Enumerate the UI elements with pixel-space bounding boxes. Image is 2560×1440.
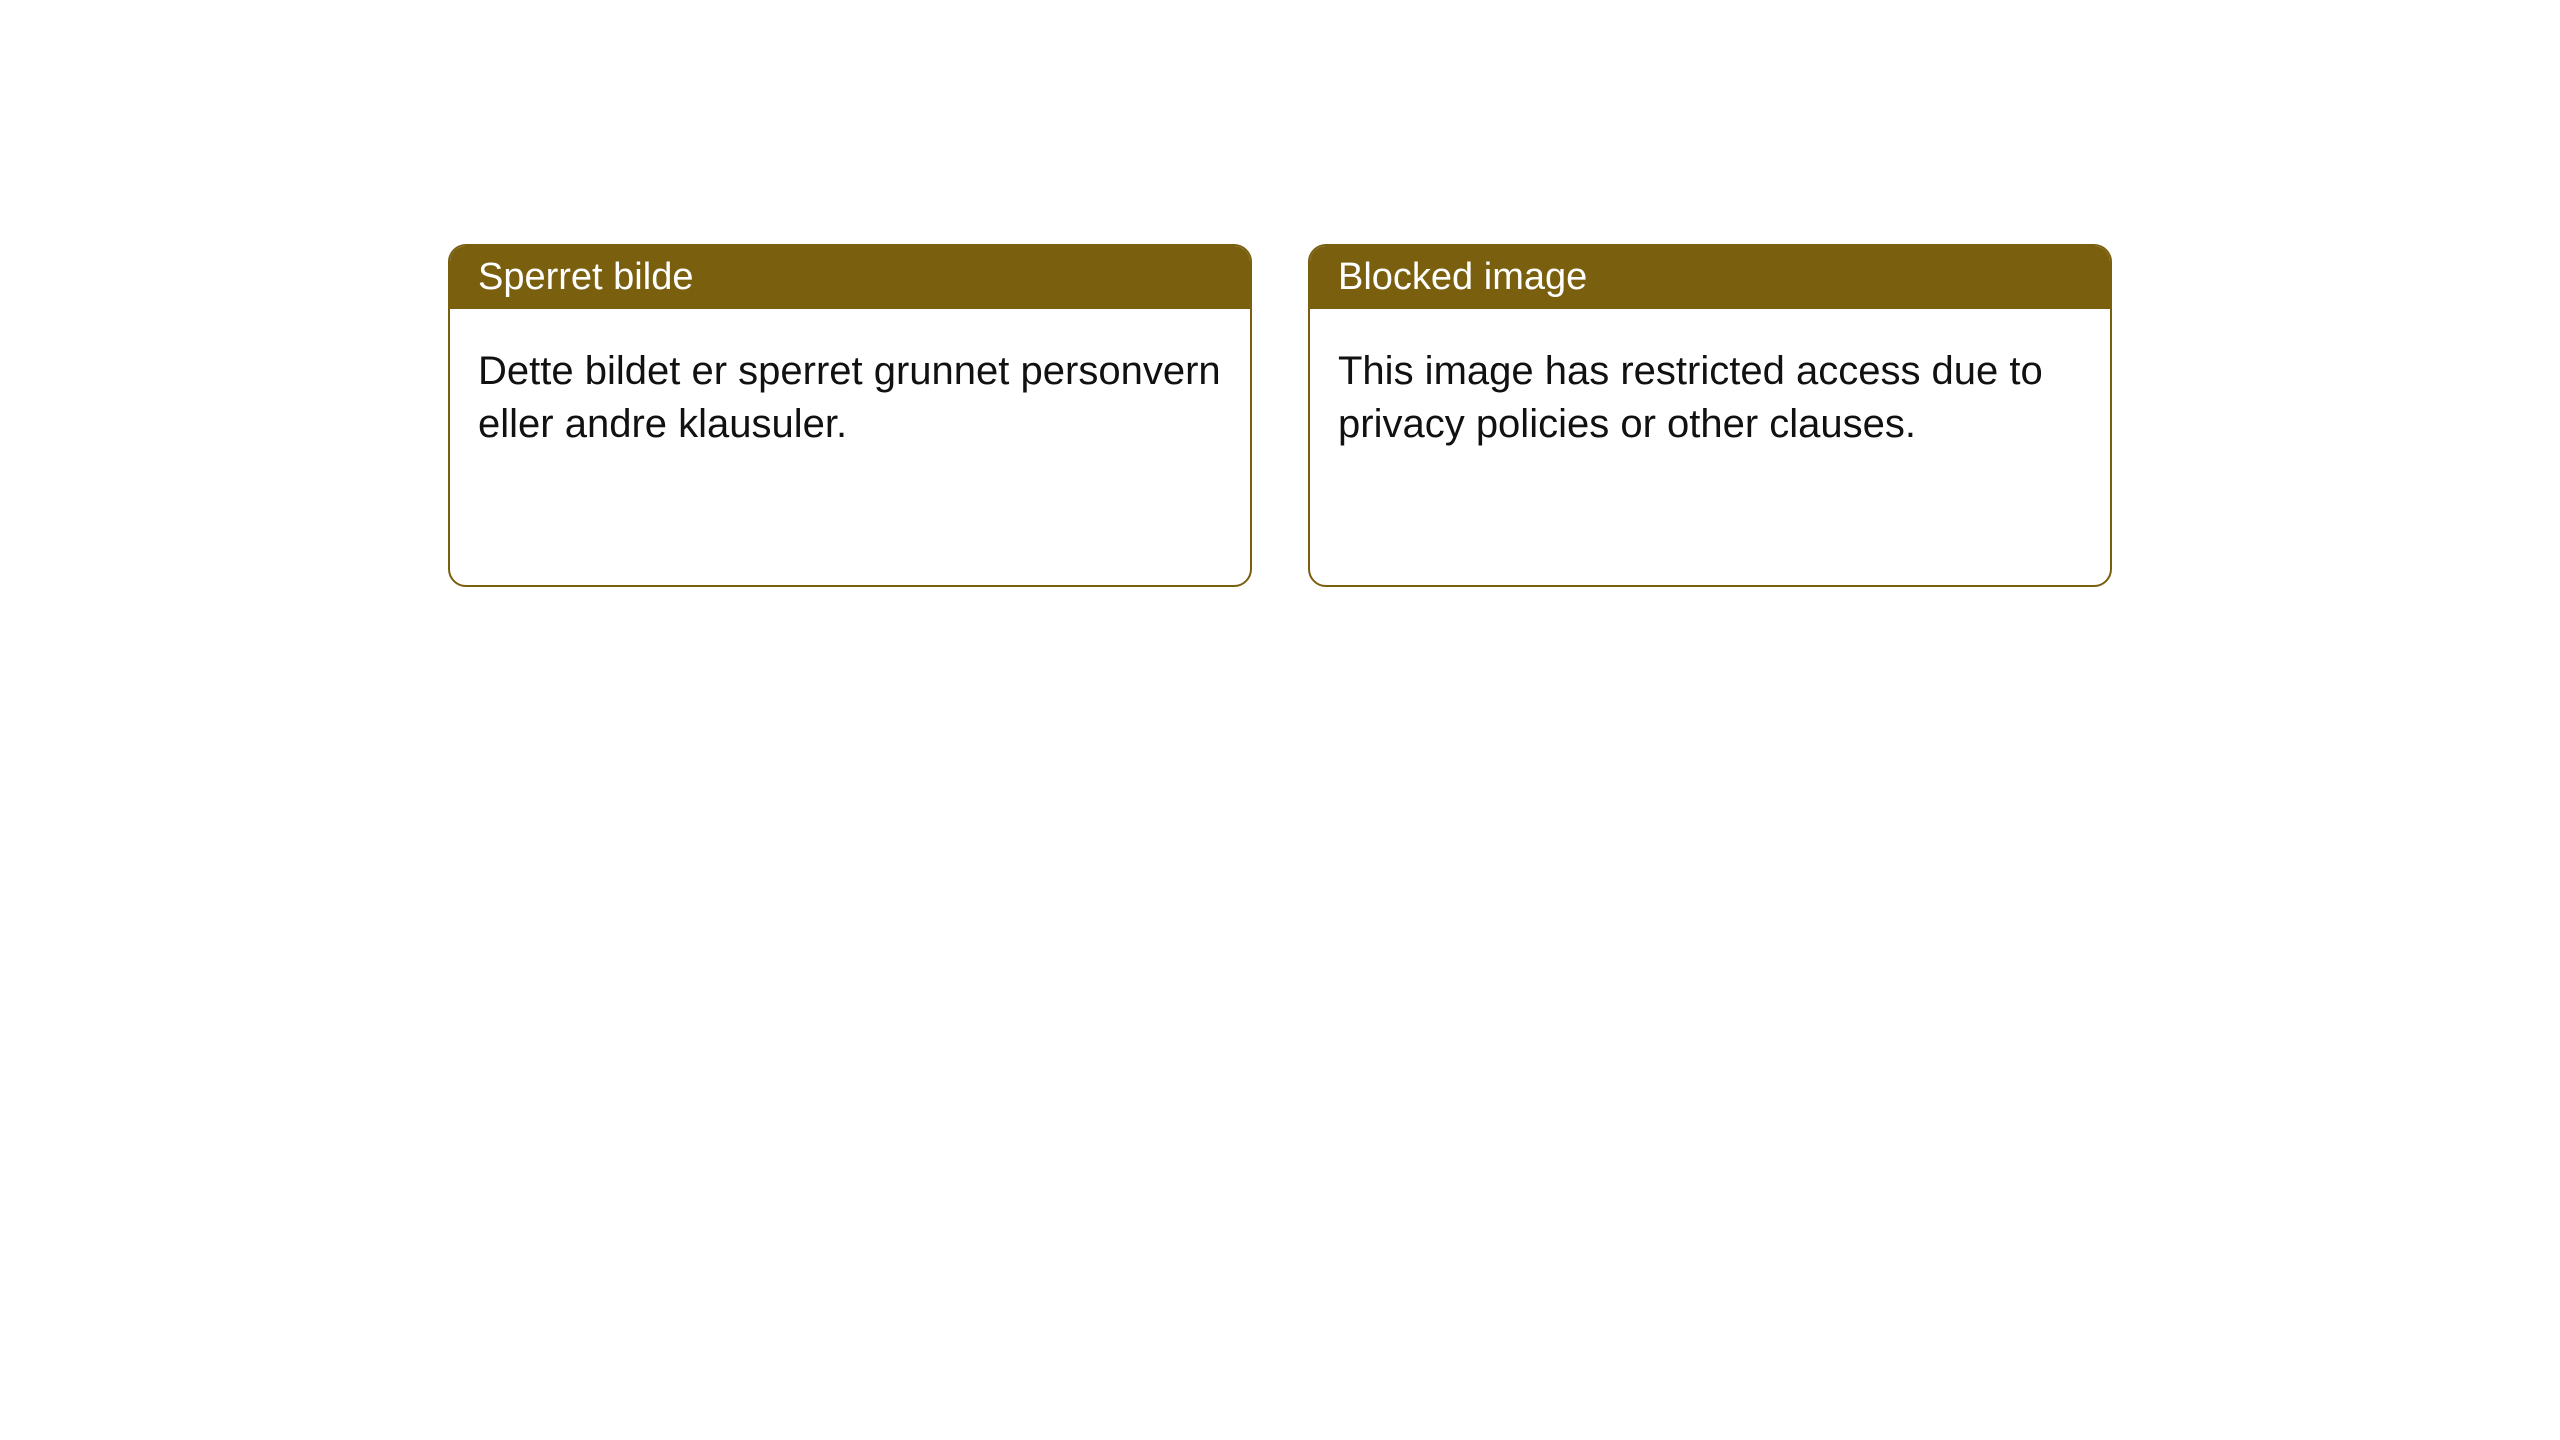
notice-box-norwegian: Sperret bilde Dette bildet er sperret gr…	[448, 244, 1252, 587]
notice-container: Sperret bilde Dette bildet er sperret gr…	[0, 0, 2560, 587]
notice-body: This image has restricted access due to …	[1310, 309, 2110, 585]
notice-box-english: Blocked image This image has restricted …	[1308, 244, 2112, 587]
notice-title: Sperret bilde	[450, 246, 1250, 309]
notice-title: Blocked image	[1310, 246, 2110, 309]
notice-body: Dette bildet er sperret grunnet personve…	[450, 309, 1250, 585]
